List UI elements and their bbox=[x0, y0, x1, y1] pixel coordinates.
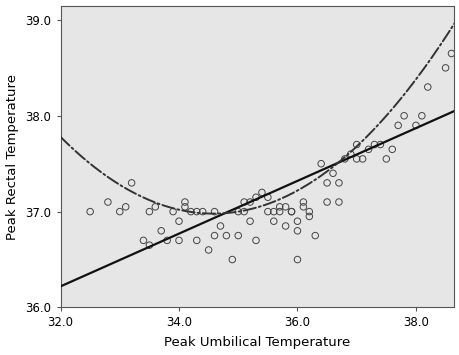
Point bbox=[234, 209, 241, 214]
Point bbox=[240, 209, 247, 214]
Point bbox=[305, 209, 312, 214]
Point bbox=[441, 65, 448, 71]
Point bbox=[199, 209, 206, 214]
Point bbox=[423, 84, 431, 90]
Point bbox=[269, 209, 277, 214]
Point bbox=[234, 233, 241, 239]
Point bbox=[275, 204, 283, 210]
Point bbox=[122, 204, 129, 210]
Point bbox=[257, 190, 265, 195]
Point bbox=[128, 180, 135, 186]
Point bbox=[370, 142, 377, 147]
Point bbox=[352, 156, 359, 162]
Point bbox=[187, 209, 194, 214]
Point bbox=[447, 51, 454, 56]
Point bbox=[305, 214, 312, 219]
Point bbox=[140, 237, 147, 243]
Point bbox=[86, 209, 94, 214]
Point bbox=[317, 161, 324, 166]
Point bbox=[252, 237, 259, 243]
Point bbox=[263, 195, 271, 200]
Point bbox=[341, 156, 348, 162]
Point bbox=[411, 122, 419, 128]
Point bbox=[116, 209, 123, 214]
Point bbox=[175, 237, 182, 243]
Point bbox=[394, 122, 401, 128]
Point bbox=[281, 223, 289, 229]
Point bbox=[335, 199, 342, 205]
Point bbox=[210, 233, 218, 239]
Point bbox=[175, 218, 182, 224]
Point bbox=[388, 147, 395, 152]
Point bbox=[311, 233, 318, 239]
Point bbox=[163, 237, 170, 243]
Point bbox=[299, 204, 307, 210]
Point bbox=[293, 257, 301, 262]
Point bbox=[358, 156, 365, 162]
Point bbox=[287, 209, 295, 214]
Point bbox=[104, 199, 112, 205]
Point bbox=[216, 223, 224, 229]
Point bbox=[146, 209, 153, 214]
Y-axis label: Peak Rectal Temperature: Peak Rectal Temperature bbox=[6, 73, 18, 240]
Point bbox=[287, 209, 295, 214]
Point bbox=[228, 257, 235, 262]
Point bbox=[193, 237, 200, 243]
X-axis label: Peak Umbilical Temperature: Peak Umbilical Temperature bbox=[164, 337, 350, 349]
Point bbox=[335, 180, 342, 186]
Point bbox=[347, 151, 354, 157]
Point bbox=[364, 147, 371, 152]
Point bbox=[151, 204, 159, 210]
Point bbox=[323, 199, 330, 205]
Point bbox=[376, 142, 383, 147]
Point bbox=[323, 180, 330, 186]
Point bbox=[275, 209, 283, 214]
Point bbox=[382, 156, 389, 162]
Point bbox=[269, 218, 277, 224]
Point bbox=[329, 170, 336, 176]
Point bbox=[169, 209, 176, 214]
Point bbox=[181, 199, 188, 205]
Point bbox=[146, 242, 153, 248]
Point bbox=[352, 142, 359, 147]
Point bbox=[263, 209, 271, 214]
Point bbox=[193, 209, 200, 214]
Point bbox=[246, 199, 253, 205]
Point bbox=[252, 195, 259, 200]
Point bbox=[205, 247, 212, 253]
Point bbox=[399, 113, 407, 119]
Point bbox=[210, 209, 218, 214]
Point bbox=[222, 233, 230, 239]
Point bbox=[157, 228, 164, 234]
Point bbox=[240, 199, 247, 205]
Point bbox=[181, 204, 188, 210]
Point bbox=[293, 218, 301, 224]
Point bbox=[417, 113, 425, 119]
Point bbox=[246, 218, 253, 224]
Point bbox=[281, 204, 289, 210]
Point bbox=[299, 199, 307, 205]
Point bbox=[293, 228, 301, 234]
